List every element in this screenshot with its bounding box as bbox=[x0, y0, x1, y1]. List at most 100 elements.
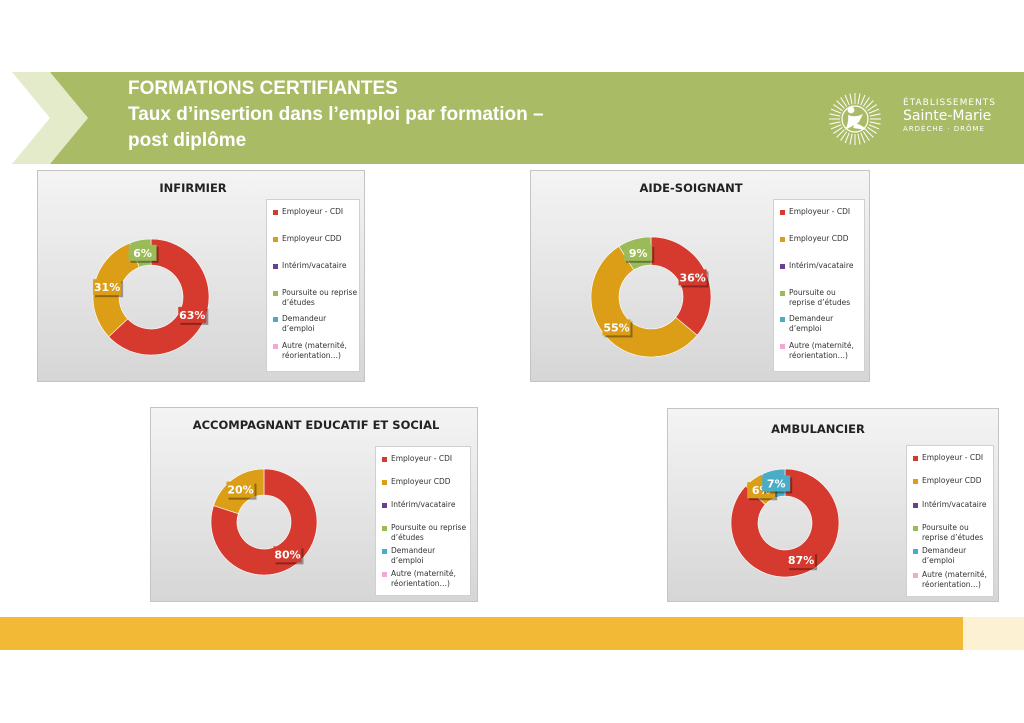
logo-ray bbox=[867, 126, 877, 134]
logo-ray bbox=[836, 129, 845, 138]
data-label-box bbox=[178, 306, 207, 323]
logo-ray bbox=[857, 133, 861, 145]
data-label-text: 87% bbox=[788, 554, 814, 567]
legend-label: Autre (maternité, réorientation…) bbox=[922, 569, 987, 589]
data-label-text: 55% bbox=[603, 321, 629, 334]
legend-swatch bbox=[780, 236, 785, 242]
legend-swatch bbox=[382, 526, 387, 531]
data-label-text: 63% bbox=[179, 309, 205, 322]
legend-item: Demandeur d’emploi bbox=[273, 314, 359, 334]
legend-swatch bbox=[913, 502, 918, 508]
legend-label: Employeur - CDI bbox=[789, 207, 851, 216]
logo-ray bbox=[862, 97, 870, 107]
legend-label: Poursuite ou reprise d’études bbox=[391, 523, 467, 542]
legend-item: Autre (maternité, réorientation…) bbox=[382, 569, 470, 589]
chart-title: AIDE-SOIGNANT bbox=[639, 181, 743, 195]
donut-chart: 63% 31% 6% bbox=[92, 238, 210, 356]
data-label-box bbox=[128, 244, 157, 261]
legend-item: Employeur CDD bbox=[273, 234, 342, 244]
banner-shape bbox=[12, 72, 1024, 164]
logo-ray bbox=[829, 121, 841, 125]
header-banner bbox=[0, 72, 1024, 164]
data-label-text: 36% bbox=[679, 271, 705, 284]
legend-label: Intérim/vacataire bbox=[391, 500, 456, 509]
legend-label: Intérim/vacataire bbox=[789, 260, 854, 270]
legend-item: Employeur CDD bbox=[913, 476, 982, 486]
legend-item: Employeur - CDI bbox=[780, 207, 850, 217]
legend-item: Poursuite ou reprise d’études bbox=[780, 288, 864, 308]
logo-ray bbox=[862, 131, 870, 141]
legend-swatch bbox=[382, 549, 387, 554]
chart-legend: Employeur - CDI Employeur CDD Intérim/vaca… bbox=[906, 445, 994, 597]
legend-label: Poursuite ou reprise d’études bbox=[922, 523, 984, 542]
data-label-text: 31% bbox=[94, 281, 120, 294]
donut-slice bbox=[108, 238, 210, 356]
legend-label: Demandeur d’emploi bbox=[789, 314, 834, 334]
legend-swatch bbox=[273, 317, 278, 323]
data-label-text: 80% bbox=[274, 548, 300, 561]
legend-label: Employeur CDD bbox=[391, 477, 451, 486]
legend-swatch bbox=[913, 572, 918, 578]
title-line-3: post diplôme bbox=[128, 130, 247, 151]
logo-ray bbox=[830, 124, 842, 130]
logo-ray bbox=[869, 113, 881, 117]
chart-legend: Employeur - CDI Employeur CDD Intérim/vaca… bbox=[773, 199, 865, 372]
legend-swatch bbox=[273, 263, 278, 269]
data-label-box bbox=[678, 269, 707, 286]
logo-ray bbox=[849, 133, 853, 145]
legend-label: Employeur - CDI bbox=[922, 453, 984, 462]
legend-item: Intérim/vacataire bbox=[780, 261, 853, 271]
legend-label: Poursuite ou reprise d’études bbox=[282, 287, 358, 307]
logo-ray bbox=[869, 121, 881, 125]
chart-accompagnant-educatif-et-social: ACCOMPAGNANT EDUCATIF ET SOCIAL 80% 20% E… bbox=[150, 407, 478, 602]
logo-ray bbox=[868, 124, 880, 130]
chart-title: INFIRMIER bbox=[159, 181, 227, 195]
data-label: 7% bbox=[762, 475, 793, 494]
chart-title: AMBULANCIER bbox=[771, 422, 865, 436]
logo-ray bbox=[840, 131, 848, 141]
logo-text: ÉTABLISSEMENTS Sainte-Marie ARDÈCHE · DR… bbox=[903, 98, 996, 133]
chart-legend: Employeur - CDI Employeur CDD Intérim/vaca… bbox=[375, 446, 471, 596]
legend-item: Intérim/vacataire bbox=[913, 500, 986, 510]
data-label-box bbox=[226, 481, 255, 498]
data-label-box bbox=[602, 319, 631, 336]
legend-item: Autre (maternité, réorientation…) bbox=[273, 341, 359, 361]
data-label-text: 7% bbox=[767, 477, 786, 490]
data-label: 80% bbox=[273, 546, 304, 565]
logo-ray bbox=[840, 97, 848, 107]
logo-ray bbox=[865, 100, 874, 109]
footer-bar bbox=[0, 617, 963, 650]
chart-legend: Employeur - CDI Employeur CDD Intérim/vaca… bbox=[266, 199, 360, 372]
logo-line-1: ÉTABLISSEMENTS bbox=[903, 98, 996, 108]
data-label-box bbox=[624, 244, 653, 261]
legend-label: Demandeur d’emploi bbox=[922, 546, 967, 566]
page-title: FORMATIONS CERTIFIANTES Taux d’insertion… bbox=[128, 76, 544, 154]
legend-swatch bbox=[382, 457, 387, 462]
legend-label: Employeur CDD bbox=[922, 476, 982, 486]
legend-label: Employeur - CDI bbox=[282, 207, 344, 216]
legend-swatch bbox=[273, 210, 278, 215]
data-label: 31% bbox=[93, 279, 124, 298]
legend-swatch bbox=[382, 572, 387, 577]
legend-item: Autre (maternité, réorientation…) bbox=[913, 570, 993, 590]
data-label-text: 6% bbox=[133, 247, 152, 260]
legend-item: Poursuite ou reprise d’études bbox=[273, 288, 359, 308]
legend-swatch bbox=[382, 480, 387, 485]
data-label-box bbox=[762, 475, 791, 492]
sun-figure-icon bbox=[829, 93, 881, 145]
banner-bar-green bbox=[50, 72, 1024, 164]
logo-ray bbox=[836, 100, 845, 109]
legend-label: Employeur - CDI bbox=[391, 454, 453, 463]
legend-label: Autre (maternité, réorientation…) bbox=[391, 569, 456, 588]
chart-infirmier: INFIRMIER 63% 31% 6% Employeur - CDI Employ… bbox=[37, 170, 365, 382]
legend-label: Intérim/vacataire bbox=[922, 499, 987, 509]
logo-ray bbox=[829, 113, 841, 117]
legend-swatch bbox=[273, 236, 278, 242]
legend-swatch bbox=[913, 456, 918, 461]
legend-swatch bbox=[273, 290, 278, 296]
data-label-box bbox=[93, 279, 122, 296]
footer-bar-end bbox=[963, 617, 1024, 650]
legend-item: Intérim/vacataire bbox=[273, 261, 346, 271]
legend-swatch bbox=[780, 210, 785, 215]
data-label: 6% bbox=[128, 244, 159, 263]
